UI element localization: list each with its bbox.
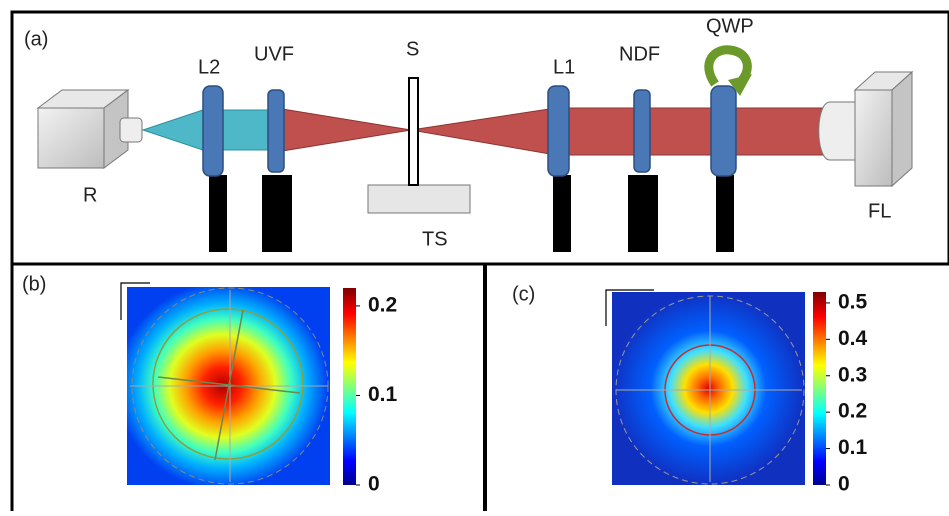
beam xyxy=(556,108,824,155)
lens xyxy=(548,86,569,176)
colorbar-tick-label: 0 xyxy=(838,473,850,496)
colorbar-tick-label: 0.3 xyxy=(838,363,867,386)
slit xyxy=(409,78,418,185)
post xyxy=(209,175,227,252)
camera-lens xyxy=(819,102,855,160)
component-label: QWP xyxy=(706,15,754,37)
component-label: TS xyxy=(422,228,448,250)
panel-label: (a) xyxy=(24,28,48,50)
panel-label: (b) xyxy=(22,273,46,295)
component-label: L2 xyxy=(198,56,220,78)
camera-lens xyxy=(120,118,142,142)
component-label: R xyxy=(83,184,97,206)
colorbar-tick-label: 0.5 xyxy=(838,290,868,313)
colorbar-tick-label: 0.1 xyxy=(838,436,868,459)
colorbar xyxy=(813,292,826,485)
waveplate xyxy=(711,86,736,176)
filter xyxy=(268,90,284,172)
colorbar-tick-label: 0.2 xyxy=(838,400,867,423)
colorbar-tick-label: 0 xyxy=(368,473,380,496)
post xyxy=(628,175,658,252)
filter xyxy=(634,90,650,172)
camera xyxy=(892,72,912,186)
post xyxy=(262,175,292,252)
camera xyxy=(38,108,104,168)
beam xyxy=(143,107,212,153)
colorbar-tick-label: 0.2 xyxy=(368,293,397,316)
translation-stage xyxy=(368,185,470,213)
colorbar-tick-label: 0.1 xyxy=(368,383,398,406)
camera xyxy=(855,90,892,186)
lens xyxy=(203,86,223,176)
component-label: NDF xyxy=(619,43,660,65)
figure: (a) R L2 UVF S L1 NDF QWP FL TS (b) (c) xyxy=(0,0,949,511)
component-label: L1 xyxy=(553,56,575,78)
colorbar xyxy=(343,288,356,485)
post xyxy=(553,175,571,252)
beam-profile xyxy=(612,292,805,485)
panel-label: (c) xyxy=(512,283,535,305)
beam xyxy=(276,108,411,152)
component-label: FL xyxy=(868,200,891,222)
colorbar-tick-label: 0.4 xyxy=(838,327,868,350)
beam xyxy=(411,108,556,155)
component-label: S xyxy=(406,38,419,60)
component-label: UVF xyxy=(254,43,294,65)
post xyxy=(716,175,734,252)
